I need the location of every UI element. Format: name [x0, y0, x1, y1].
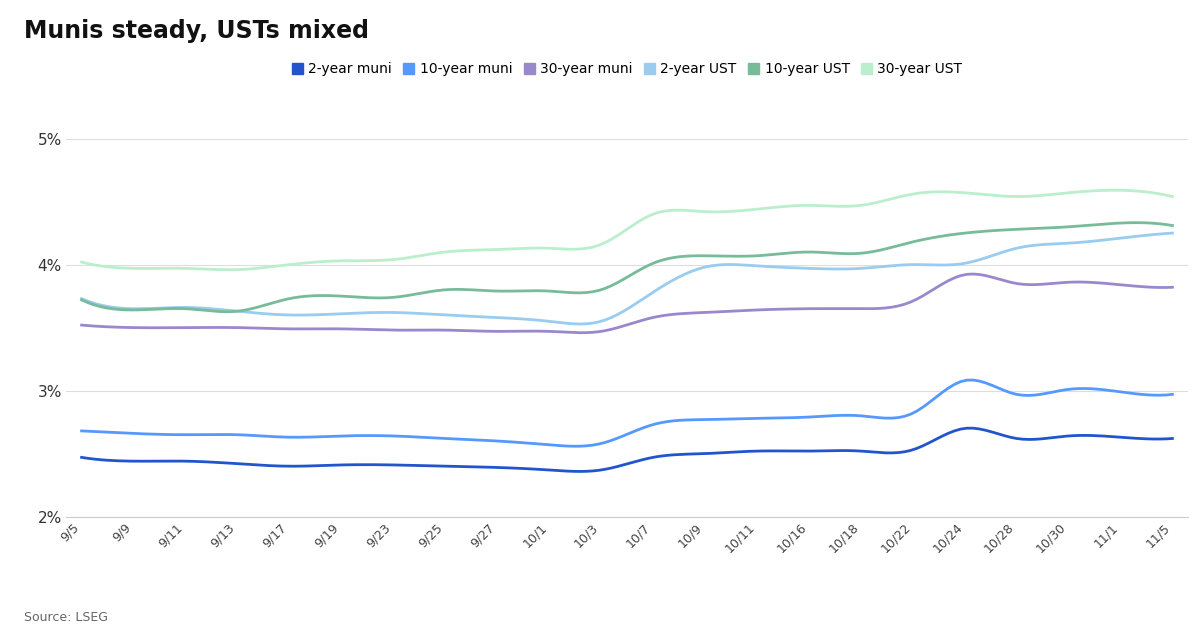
Text: Munis steady, USTs mixed: Munis steady, USTs mixed: [24, 19, 370, 43]
Text: Source: LSEG: Source: LSEG: [24, 610, 108, 624]
Legend: 2-year muni, 10-year muni, 30-year muni, 2-year UST, 10-year UST, 30-year UST: 2-year muni, 10-year muni, 30-year muni,…: [292, 62, 962, 76]
